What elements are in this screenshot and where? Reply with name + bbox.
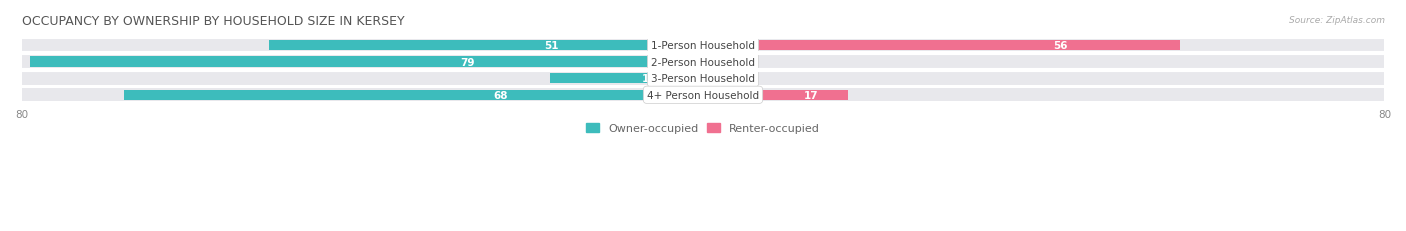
Text: 1-Person Household: 1-Person Household <box>651 41 755 51</box>
Text: 51: 51 <box>544 41 558 51</box>
Text: 4+ Person Household: 4+ Person Household <box>647 90 759 100</box>
Bar <box>21 56 1385 69</box>
Text: 0: 0 <box>720 74 727 84</box>
Bar <box>124 90 703 100</box>
Bar <box>21 89 1385 102</box>
Bar <box>703 90 848 100</box>
Text: 0: 0 <box>720 57 727 67</box>
Bar <box>269 41 703 51</box>
Bar <box>703 41 1180 51</box>
Bar <box>21 73 1385 85</box>
Bar <box>21 40 1385 52</box>
Text: 3-Person Household: 3-Person Household <box>651 74 755 84</box>
Text: 56: 56 <box>1053 41 1069 51</box>
Text: 2-Person Household: 2-Person Household <box>651 57 755 67</box>
Bar <box>550 74 703 84</box>
Legend: Owner-occupied, Renter-occupied: Owner-occupied, Renter-occupied <box>581 119 825 138</box>
Text: 68: 68 <box>494 90 508 100</box>
Text: Source: ZipAtlas.com: Source: ZipAtlas.com <box>1289 16 1385 25</box>
Text: 17: 17 <box>804 90 818 100</box>
Bar <box>30 57 703 67</box>
Text: OCCUPANCY BY OWNERSHIP BY HOUSEHOLD SIZE IN KERSEY: OCCUPANCY BY OWNERSHIP BY HOUSEHOLD SIZE… <box>21 15 404 28</box>
Text: 79: 79 <box>460 57 475 67</box>
Text: 18: 18 <box>643 74 657 84</box>
